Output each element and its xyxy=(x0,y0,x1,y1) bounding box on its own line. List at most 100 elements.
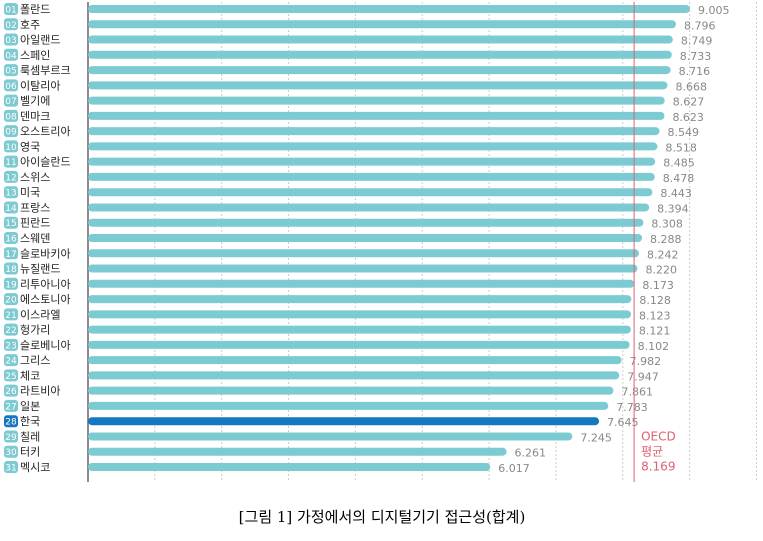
reference-value: 8.169 xyxy=(641,460,675,474)
value-label: 6.017 xyxy=(498,462,530,475)
bar xyxy=(88,417,600,426)
bar xyxy=(88,264,638,273)
rank-label: 17 xyxy=(5,250,16,260)
category-label: 룩셈부르크 xyxy=(20,64,71,77)
bar xyxy=(88,279,635,288)
rank-label: 04 xyxy=(5,51,17,61)
rank-badge xyxy=(4,201,18,214)
bar xyxy=(88,157,656,166)
rank-label: 25 xyxy=(5,372,16,382)
category-label: 아이슬란드 xyxy=(20,156,71,169)
category-label: 라트비아 xyxy=(20,385,60,398)
bar xyxy=(88,340,630,349)
rank-badge xyxy=(4,3,18,15)
bar xyxy=(88,188,653,197)
rank-label: 31 xyxy=(5,464,16,474)
rank-badge xyxy=(4,48,18,61)
rank-badge xyxy=(4,369,18,382)
category-label: 리투아니아 xyxy=(20,278,71,291)
value-label: 8.485 xyxy=(663,157,695,170)
reference-label: OECD xyxy=(641,430,676,444)
caption: [그림 1] 가정에서의 디지털기기 접근성(합계) xyxy=(239,508,526,526)
bar xyxy=(88,142,658,151)
category-label: 호주 xyxy=(20,18,40,31)
rank-badge xyxy=(4,64,18,77)
value-label: 8.796 xyxy=(684,19,716,32)
value-label: 9.005 xyxy=(698,4,730,17)
reference-label: 평균 xyxy=(641,445,663,459)
rank-badge xyxy=(4,170,18,183)
rank-label: 12 xyxy=(5,173,16,183)
rank-label: 15 xyxy=(5,219,16,229)
rank-label: 29 xyxy=(5,433,17,443)
rank-label: 26 xyxy=(5,387,17,397)
value-label: 8.308 xyxy=(651,218,683,231)
rank-badge xyxy=(4,140,18,153)
rank-badge xyxy=(4,445,18,458)
category-label: 오스트리아 xyxy=(20,125,71,138)
value-label: 7.861 xyxy=(622,386,654,399)
rank-badge xyxy=(4,430,18,443)
bar xyxy=(88,20,677,29)
rank-badge xyxy=(4,18,18,31)
rank-badge xyxy=(4,461,18,473)
rank-label: 13 xyxy=(5,189,16,199)
value-label: 6.261 xyxy=(515,447,547,460)
category-label: 영국 xyxy=(20,140,40,153)
category-label: 스위스 xyxy=(20,171,50,184)
rank-label: 02 xyxy=(5,21,16,31)
rank-badge xyxy=(4,323,18,336)
category-label: 아일랜드 xyxy=(20,33,60,47)
bar xyxy=(88,401,609,410)
rank-label: 16 xyxy=(5,235,17,245)
value-label: 8.394 xyxy=(657,202,689,215)
value-label: 8.478 xyxy=(663,172,695,185)
value-label: 7.783 xyxy=(616,401,648,414)
value-label: 8.749 xyxy=(681,35,713,48)
rank-badge xyxy=(4,415,18,428)
bar xyxy=(88,127,660,136)
rank-badge xyxy=(4,186,18,199)
value-label: 8.220 xyxy=(646,264,678,277)
category-label: 미국 xyxy=(20,186,40,199)
rank-label: 24 xyxy=(5,357,17,367)
category-label: 그리스 xyxy=(20,354,50,367)
rank-label: 27 xyxy=(5,402,16,412)
rank-badge xyxy=(4,125,18,138)
value-label: 7.245 xyxy=(580,431,612,444)
bar xyxy=(88,310,632,319)
category-label: 이스라엘 xyxy=(20,308,60,321)
rank-badge xyxy=(4,33,18,46)
bar xyxy=(88,432,573,441)
bar xyxy=(88,172,655,181)
rank-label: 10 xyxy=(5,143,17,153)
rank-badge xyxy=(4,216,18,229)
category-label: 핀란드 xyxy=(20,217,50,230)
bar xyxy=(88,386,614,395)
bar xyxy=(88,96,665,105)
rank-label: 05 xyxy=(5,67,16,77)
category-label: 덴마크 xyxy=(20,110,50,123)
rank-badge xyxy=(4,232,18,244)
rank-badge xyxy=(4,94,18,107)
category-label: 폴란드 xyxy=(20,3,50,16)
value-label: 7.947 xyxy=(627,370,659,383)
value-label: 8.518 xyxy=(665,141,697,154)
bar xyxy=(88,249,639,258)
category-label: 이탈리아 xyxy=(20,79,60,92)
rank-label: 07 xyxy=(5,97,16,107)
rank-label: 01 xyxy=(5,6,16,16)
value-label: 8.121 xyxy=(639,325,671,338)
bar xyxy=(88,35,673,44)
rank-label: 08 xyxy=(5,112,17,122)
category-label: 칠레 xyxy=(20,430,40,443)
bar xyxy=(88,203,650,212)
value-label: 8.443 xyxy=(660,187,692,200)
bar xyxy=(88,447,507,456)
rank-badge xyxy=(4,308,18,321)
rank-badge xyxy=(4,262,18,275)
value-label: 8.627 xyxy=(673,96,705,109)
value-label: 8.123 xyxy=(639,309,671,322)
rank-badge xyxy=(4,399,18,412)
